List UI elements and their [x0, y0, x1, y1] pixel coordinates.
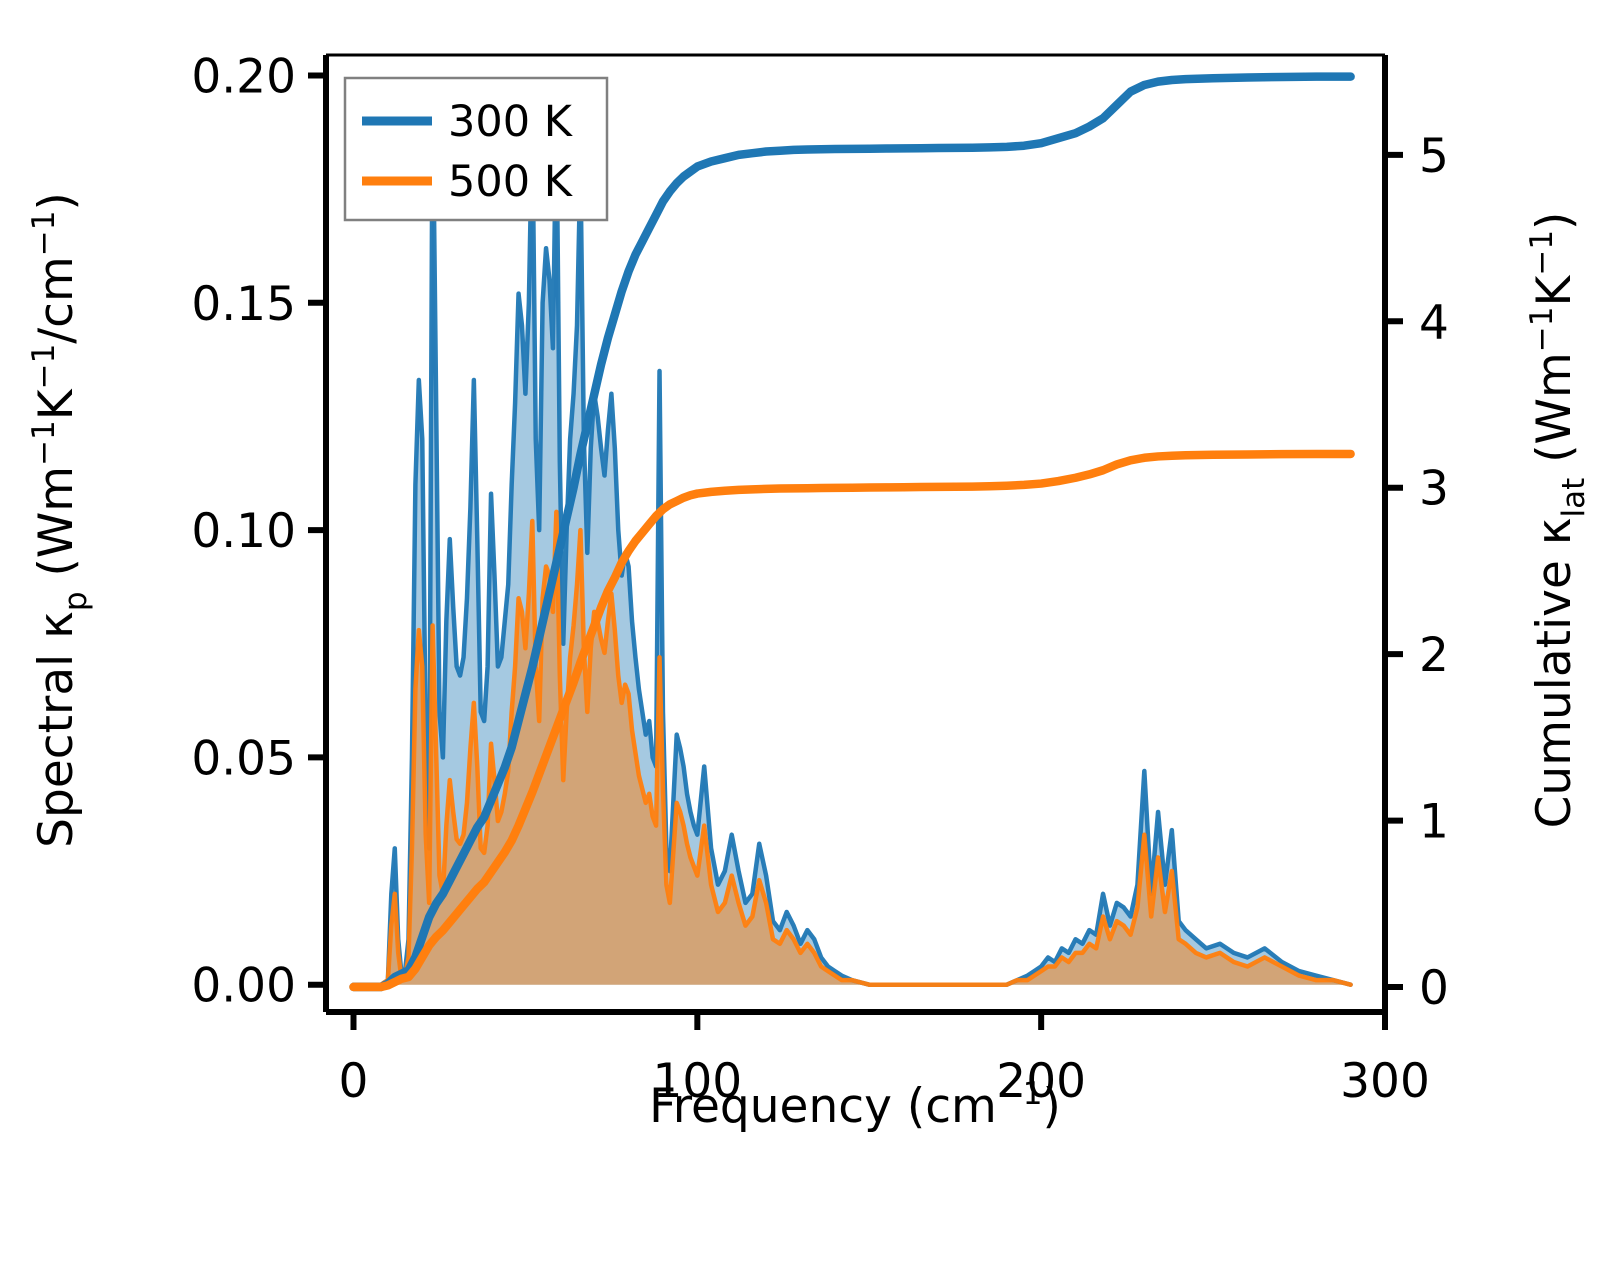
area-2	[353, 511, 1351, 985]
axis-tick-labels: 0 100 200 300 0.00 0.05 0.10 0.15 0.20 0 1 2 3 4 5	[191, 49, 1449, 1109]
series-line-2	[351, 509, 1353, 987]
y-right-axis-label: Cumulative κlat (Wm−1K−1)	[1524, 212, 1592, 829]
y-left-tick-label: 0.00	[191, 959, 296, 1014]
x-tick-label: 300	[1340, 1054, 1430, 1109]
y-right-tick-label: 5	[1419, 129, 1449, 184]
y-right-label-head: Cumulative κ	[1527, 517, 1582, 828]
x-tick-label: 200	[996, 1054, 1086, 1109]
y-left-label-sup3: −1	[26, 211, 62, 257]
series-line-3	[349, 72, 1355, 992]
y-left-label-mid2: K	[29, 388, 84, 420]
legend[interactable]: 300 K 500 K	[343, 76, 609, 222]
y-right-label-mid: (Wm	[1527, 352, 1582, 478]
y-right-label-sub: lat	[1556, 478, 1592, 518]
x-tick-label: 0	[339, 1054, 369, 1109]
series-line-4	[349, 449, 1355, 992]
y-left-tick-label: 0.15	[191, 277, 296, 332]
spectral-fill-areas	[353, 84, 1351, 985]
axis-ticks	[308, 72, 1403, 1030]
x-axis-label-text: Frequency (cm	[649, 1079, 997, 1134]
y-left-label-head: Spectral κ	[29, 611, 84, 848]
y-left-tick-label: 0.10	[191, 504, 296, 559]
svg-text:Frequency (cm−1): Frequency (cm−1)	[649, 1076, 1061, 1134]
y-left-label-close: )	[29, 192, 84, 210]
svg-text:Cumulative κlat (Wm−1K−1): Cumulative κlat (Wm−1K−1)	[1524, 212, 1592, 829]
x-axis-label-tail: )	[1043, 1079, 1061, 1134]
y-right-tick-label: 1	[1419, 795, 1449, 850]
y-left-label-sup2: −1	[26, 344, 62, 390]
y-left-label-tail: /cm	[29, 256, 84, 343]
x-tick-label: 100	[652, 1054, 742, 1109]
svg-text:Spectral κp (Wm−1K−1/cm−1): Spectral κp (Wm−1K−1/cm−1)	[26, 192, 94, 848]
y-left-axis-label: Spectral κp (Wm−1K−1/cm−1)	[26, 192, 94, 848]
legend-label-300k: 300 K	[448, 97, 574, 147]
y-right-label-sup1: −1	[1524, 306, 1560, 352]
spectral-and-cumulative-lines	[349, 72, 1355, 992]
legend-label-500k: 500 K	[448, 157, 574, 207]
series-line-1	[351, 82, 1353, 987]
y-right-label-sup2: −1	[1524, 230, 1560, 276]
y-right-tick-label: 0	[1419, 961, 1449, 1016]
y-left-label-mid: (Wm	[29, 466, 84, 592]
y-left-label-sub: p	[58, 591, 94, 611]
x-axis-label-exponent: −1	[997, 1076, 1043, 1112]
y-right-tick-label: 2	[1419, 628, 1449, 683]
y-right-tick-label: 4	[1419, 295, 1449, 350]
y-right-label-close: )	[1527, 212, 1582, 230]
axes-frame	[323, 53, 1388, 1015]
y-left-tick-label: 0.05	[191, 731, 296, 786]
x-axis-label: Frequency (cm−1)	[649, 1076, 1061, 1134]
legend-box	[343, 76, 609, 222]
y-left-tick-label: 0.20	[191, 49, 296, 104]
y-right-tick-label: 3	[1419, 462, 1449, 517]
y-right-label-mid2: K	[1527, 274, 1582, 306]
y-left-label-sup1: −1	[26, 420, 62, 466]
